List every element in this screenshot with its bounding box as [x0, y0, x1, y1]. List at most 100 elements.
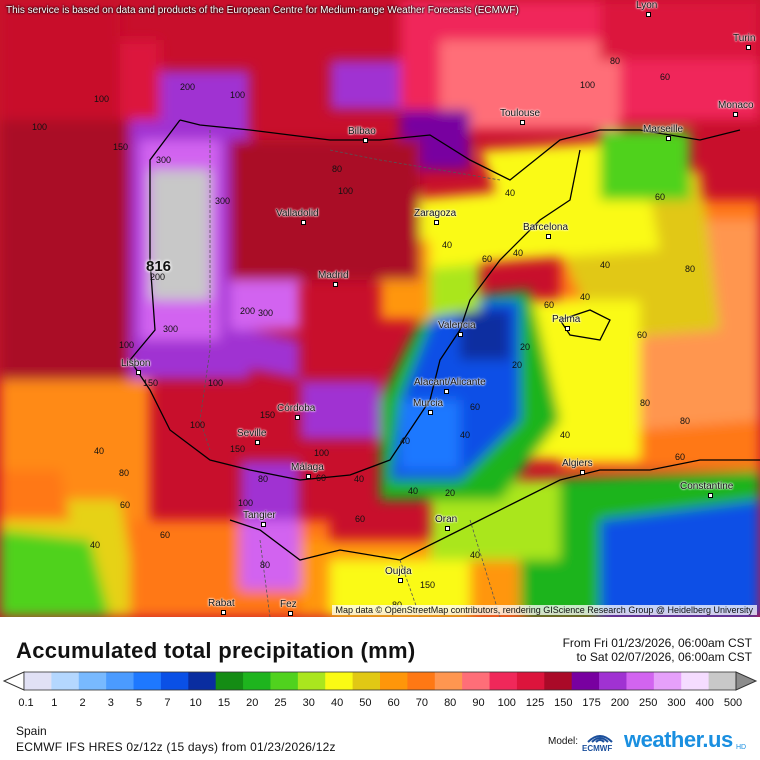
- contour-value-label: 150: [420, 580, 436, 590]
- legend-tick-label: 100: [497, 697, 516, 709]
- legend-swatch: [434, 672, 463, 690]
- contour-value-label: 150: [143, 378, 159, 388]
- legend-swatch: [544, 672, 573, 690]
- legend-tick-label: 20: [246, 697, 259, 709]
- period-from: From Fri 01/23/2026, 06:00am CST: [562, 636, 752, 650]
- contour-value-label: 80: [685, 264, 696, 274]
- contour-value-label: 20: [512, 360, 523, 370]
- contour-value-label: 80: [258, 474, 269, 484]
- city-marker: [220, 610, 226, 615]
- legend-swatch: [270, 672, 299, 690]
- city-label: Valencia: [438, 320, 476, 331]
- contour-value-label: 40: [560, 430, 571, 440]
- city-marker: [733, 112, 738, 117]
- contour-value-label: 80: [640, 398, 651, 408]
- legend-outline: [23, 671, 737, 691]
- contour-value-label: 100: [119, 340, 135, 350]
- contour-value-label: 40: [408, 486, 419, 496]
- legend-tick-label: 400: [695, 697, 714, 709]
- city-label: Rabat: [208, 598, 235, 609]
- contour-value-label: 60: [470, 402, 481, 412]
- contour-value-label: 80: [332, 164, 343, 174]
- city-marker: [520, 120, 525, 125]
- legend-swatch: [489, 672, 518, 690]
- legend-swatch: [626, 672, 655, 690]
- legend-tick-label: 200: [610, 697, 630, 709]
- legend-tick-label: 50: [359, 697, 372, 709]
- legend-swatch: [352, 672, 381, 690]
- legend-swatch: [325, 672, 354, 690]
- contour-value-label: 300: [156, 155, 172, 165]
- city-label: Oujda: [385, 566, 412, 577]
- contour-value-label: 100: [94, 94, 110, 104]
- precipitation-map[interactable]: This service is based on data and produc…: [0, 0, 760, 617]
- legend-tick-label: 80: [444, 697, 457, 709]
- city-label: Seville: [237, 428, 267, 439]
- legend-swatch: [407, 672, 436, 690]
- city-marker: [444, 389, 449, 394]
- contour-value-label: 40: [513, 248, 524, 258]
- legend-tick-label: 150: [554, 697, 573, 709]
- city-label: Algiers: [562, 458, 593, 469]
- contour-value-label: 100: [32, 122, 48, 132]
- chart-title: Accumulated total precipitation (mm): [16, 638, 416, 663]
- city-marker: [294, 415, 300, 420]
- legend-tick-label: 7: [164, 697, 171, 709]
- legend-swatch: [462, 672, 491, 690]
- legend-swatch: [380, 672, 408, 690]
- legend-swatch: [599, 672, 627, 690]
- osm-attribution: Map data © OpenStreetMap contributors, r…: [331, 605, 757, 615]
- contour-value-label: 60: [637, 330, 648, 340]
- city-marker: [564, 326, 570, 331]
- contour-value-label: 80: [260, 560, 271, 570]
- legend-swatch: [653, 672, 682, 690]
- city-label: Lyon: [636, 0, 658, 11]
- max-value-label: 816: [146, 258, 172, 275]
- contour-value-label: 100: [238, 498, 254, 508]
- ecmwf-attribution: This service is based on data and produc…: [6, 5, 519, 16]
- city-label: Málaga: [291, 462, 324, 473]
- legend-arrow-right: [735, 671, 758, 691]
- legend-tick-label: 15: [217, 697, 231, 709]
- legend-swatch: [106, 672, 135, 690]
- region-label: Spain: [16, 724, 47, 738]
- city-label: Constantine: [680, 481, 734, 492]
- contour-value-label: 80: [680, 416, 691, 426]
- weather-us-logo[interactable]: weather.us: [624, 727, 733, 752]
- precipitation-field: [0, 0, 760, 617]
- legend-swatch: [215, 672, 244, 690]
- legend-swatch: [516, 672, 545, 690]
- city-label: Palma: [552, 314, 581, 325]
- legend-swatch: [51, 672, 80, 690]
- legend-tick-label: 5: [136, 697, 143, 709]
- city-marker: [545, 234, 551, 239]
- contour-value-label: 60: [316, 473, 327, 483]
- city-label: Monaco: [718, 100, 754, 111]
- city-label: Fez: [280, 599, 297, 610]
- coastline: [129, 119, 760, 561]
- legend-tick-label: 25: [274, 697, 287, 709]
- contour-value-label: 20: [445, 488, 456, 498]
- legend-tick-label: 1: [51, 697, 58, 709]
- model-label: Model:: [548, 736, 579, 747]
- city-marker: [665, 136, 671, 141]
- legend-swatch: [708, 672, 737, 690]
- contour-value-label: 200: [240, 306, 256, 316]
- contour-value-label: 150: [230, 444, 246, 454]
- contour-value-label: 80: [119, 468, 130, 478]
- legend-swatch: [681, 672, 710, 690]
- city-marker: [136, 370, 141, 375]
- city-marker: [707, 493, 713, 498]
- period-to: to Sat 02/07/2026, 06:00am CST: [576, 650, 752, 664]
- city-label: Alacant/Alicante: [414, 377, 486, 388]
- city-marker: [333, 282, 338, 287]
- city-marker: [287, 611, 293, 616]
- contour-value-label: 100: [190, 420, 206, 430]
- ecmwf-logo-text: ECMWF: [582, 744, 613, 753]
- contour-value-label: 300: [163, 324, 179, 334]
- contour-value-label: 100: [314, 448, 330, 458]
- contour-value-label: 40: [400, 436, 411, 446]
- legend-tick-label: 30: [302, 697, 315, 709]
- contour-value-label: 40: [470, 550, 481, 560]
- contour-value-label: 100: [230, 90, 246, 100]
